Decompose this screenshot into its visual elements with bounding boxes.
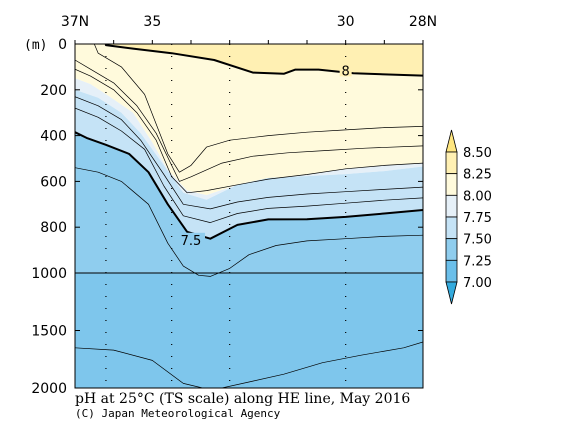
y-tick-label: 200 xyxy=(40,83,67,99)
colorbar-label: 8.25 xyxy=(463,168,492,183)
contour-label-layer: 87.5 xyxy=(177,63,352,249)
contour-label-bg xyxy=(177,232,205,246)
colorbar-legend: 8.50 8.25 8.00 7.75 7.50 7.25 7.00 xyxy=(445,129,492,305)
contour-7-70-4 xyxy=(75,96,423,210)
y-tick-label: 600 xyxy=(40,174,67,190)
colorbar-segment xyxy=(445,216,458,240)
contour-label: 8 xyxy=(342,64,350,79)
colorbar-segment xyxy=(445,238,458,261)
contour-7-80-3 xyxy=(75,68,423,194)
fill-band-3 xyxy=(75,89,423,239)
colorbar-segment xyxy=(445,194,458,218)
x-tick-label: 30 xyxy=(337,14,355,30)
colorbar-segment xyxy=(445,173,458,196)
colorbar-segment xyxy=(445,259,458,283)
colorbar-label: 7.75 xyxy=(463,211,492,226)
y-axis-unit-label: (m) xyxy=(24,38,47,53)
y-tick-label: 1000 xyxy=(31,266,67,282)
y-tick-label: 0 xyxy=(58,37,67,53)
colorbar-label: 8.00 xyxy=(463,189,492,204)
contour-7-35-8 xyxy=(75,347,203,388)
y-tick-label: 2000 xyxy=(31,381,67,397)
plot-frame xyxy=(74,43,424,389)
contour-7-90-1 xyxy=(93,44,423,173)
y-tick-label: 800 xyxy=(40,220,67,236)
x-axis-ticks: 37N 35 30 28N xyxy=(61,14,437,44)
colorbar-label: 7.50 xyxy=(463,233,492,248)
contour-8-00-0 xyxy=(104,44,423,77)
figure-title: pH at 25°C (TS scale) along HE line, May… xyxy=(75,391,411,407)
y-tick-label: 400 xyxy=(40,129,67,145)
x-tick-label: 35 xyxy=(143,14,161,30)
x-tick-label: 37N xyxy=(61,14,89,30)
colorbar-bottom-arrow xyxy=(445,281,458,305)
contour-7-60-5 xyxy=(75,107,423,223)
x-tick-label: 28N xyxy=(409,14,437,30)
contour-7-35-9 xyxy=(221,341,423,388)
contour-7-40-7 xyxy=(75,167,423,277)
contour-7-85-2 xyxy=(75,59,423,182)
colorbar-label: 7.00 xyxy=(463,276,492,291)
contour-label: 7.5 xyxy=(181,234,202,249)
figure-credit: (C) Japan Meteorological Agency xyxy=(75,407,281,420)
fill-band-1 xyxy=(75,44,423,196)
colorbar-top-arrow xyxy=(445,129,458,153)
contour-fill-layer xyxy=(75,44,423,388)
y-tick-label: 1500 xyxy=(31,324,67,340)
contour-label-bg xyxy=(339,63,352,77)
y-axis-ticks: 0 200 400 600 800 1000 1500 2000 xyxy=(31,37,423,397)
contour-line-layer xyxy=(75,44,423,388)
fill-band-4 xyxy=(75,132,423,273)
colorbar-label: 7.25 xyxy=(463,254,492,269)
fill-band-5 xyxy=(75,273,423,388)
colorbar-segment xyxy=(445,151,458,175)
colorbar-label: 8.50 xyxy=(463,146,492,161)
